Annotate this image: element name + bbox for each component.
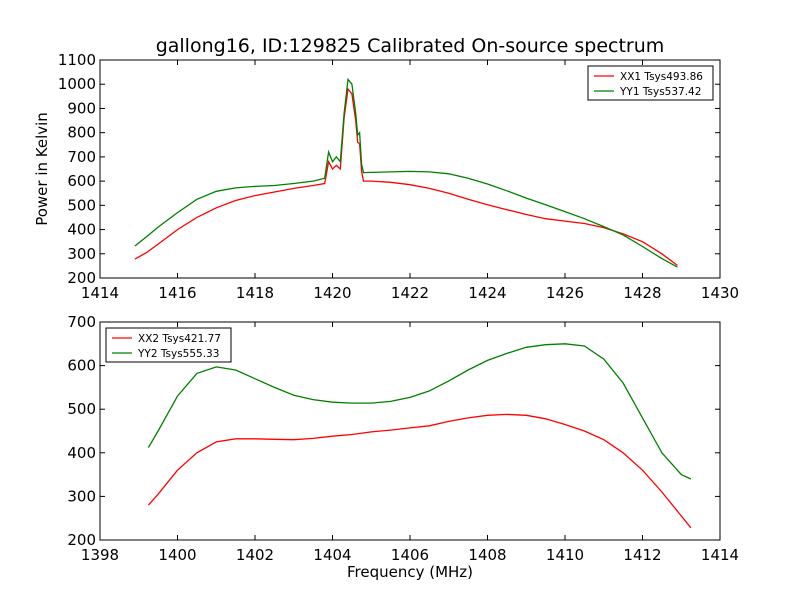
y-tick-label: 500 <box>67 196 96 214</box>
x-tick-label: 1418 <box>236 284 274 302</box>
y-tick-label: 800 <box>67 124 96 142</box>
figure-title: gallong16, ID:129825 Calibrated On-sourc… <box>156 35 665 57</box>
bottom-panel: 1398 1400 1402 1404 1406 1408 1410 1412 1414 200 3… <box>67 313 739 581</box>
y-tick-label: 1100 <box>58 51 96 69</box>
x-tick-label: 1414 <box>701 546 739 564</box>
y-tick-label: 1000 <box>58 75 96 93</box>
top-panel: 1414 1416 1418 1420 1422 1424 1426 1428 1430 200 3… <box>33 51 739 302</box>
legend-box <box>587 65 714 101</box>
x-tick-label: 1404 <box>313 546 351 564</box>
y-tick-label: 600 <box>67 357 96 375</box>
x-tick-label: 1426 <box>546 284 584 302</box>
x-tick-label: 1428 <box>623 284 661 302</box>
x-tick-label: 1424 <box>468 284 506 302</box>
y-axis-label: Power in Kelvin <box>33 112 51 226</box>
y-tick-label: 400 <box>67 221 96 239</box>
y-tick-label: 200 <box>67 531 96 549</box>
legend: XX1 Tsys493.86 YY1 Tsys537.42 <box>587 65 714 101</box>
x-tick-label: 1420 <box>313 284 351 302</box>
x-axis-label: Frequency (MHz) <box>347 563 473 581</box>
legend-box <box>105 327 232 363</box>
y-tick-label: 300 <box>67 245 96 263</box>
y-tick-label: 600 <box>67 172 96 190</box>
x-tick-label: 1422 <box>391 284 429 302</box>
x-tick-label: 1412 <box>623 546 661 564</box>
legend-label: XX2 Tsys421.77 <box>138 333 221 345</box>
y-tick-label: 900 <box>67 99 96 117</box>
x-tick-label: 1410 <box>546 546 584 564</box>
y-tick-label: 700 <box>67 313 96 331</box>
x-tick-label: 1406 <box>391 546 429 564</box>
y-tick-label: 500 <box>67 400 96 418</box>
legend-label: YY1 Tsys537.42 <box>619 86 701 98</box>
x-tick-label: 1402 <box>236 546 274 564</box>
legend-label: XX1 Tsys493.86 <box>620 71 703 83</box>
series-line-2 <box>147 343 692 480</box>
y-tick-label: 400 <box>67 444 96 462</box>
series-line-1 <box>147 413 692 529</box>
x-tick-label: 1400 <box>158 546 196 564</box>
series-line-2 <box>134 77 678 268</box>
x-tick-label: 1398 <box>81 546 119 564</box>
x-tick-label: 1430 <box>701 284 739 302</box>
x-tick-label: 1414 <box>81 284 119 302</box>
legend-label: YY2 Tsys555.33 <box>137 348 219 360</box>
y-tick-label: 700 <box>67 148 96 166</box>
x-tick-label: 1416 <box>158 284 196 302</box>
legend: XX2 Tsys421.77 YY2 Tsys555.33 <box>105 327 232 363</box>
x-tick-label: 1408 <box>468 546 506 564</box>
series-line-1 <box>134 87 678 266</box>
y-tick-label: 300 <box>67 487 96 505</box>
y-tick-label: 200 <box>67 269 96 287</box>
